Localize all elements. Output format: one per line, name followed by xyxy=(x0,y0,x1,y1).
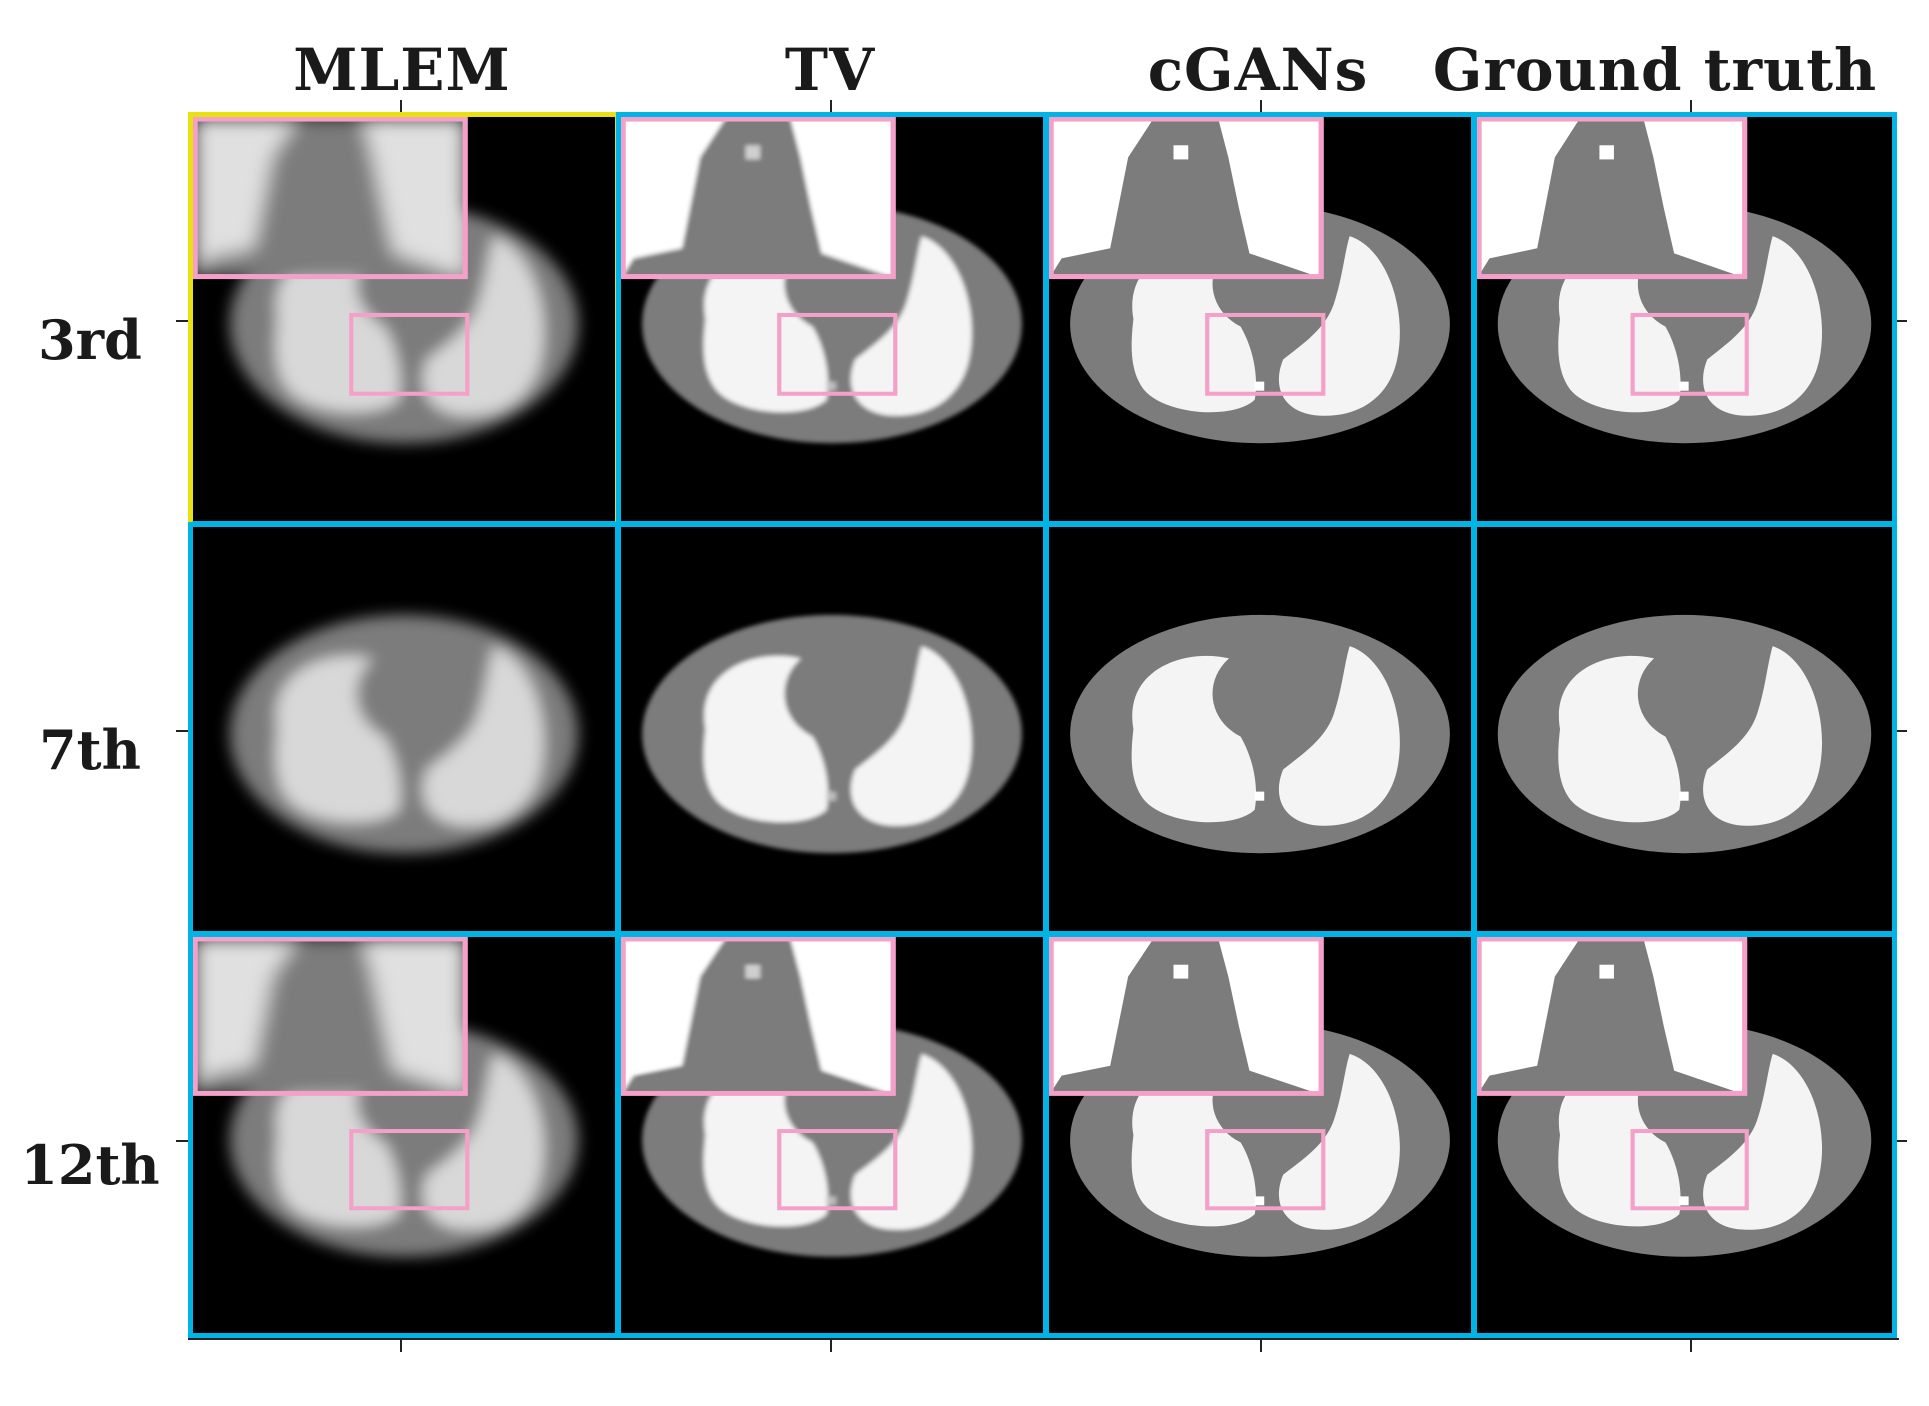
phantom-image xyxy=(642,614,1022,854)
zoom-inset xyxy=(625,121,892,275)
phantom-image xyxy=(621,117,1022,444)
phantom-image xyxy=(621,937,1022,1257)
phantom-slice xyxy=(1497,614,1872,854)
zoom-source-box xyxy=(1205,312,1326,396)
zoom-source-box xyxy=(349,1129,470,1211)
y-axis-tick xyxy=(176,320,188,322)
x-axis-top-tick xyxy=(1260,100,1262,112)
zoom-source-box xyxy=(1205,1129,1326,1211)
phantom-image xyxy=(193,117,579,444)
phantom-image xyxy=(1049,117,1450,444)
y-axis-tick xyxy=(176,1140,188,1142)
y-axis-right-tick xyxy=(1897,730,1907,732)
zoom-source-box xyxy=(349,312,470,396)
zoom-inset xyxy=(1053,121,1320,275)
phantom-image xyxy=(1477,117,1872,444)
x-axis-top-tick xyxy=(830,100,832,112)
x-axis-tick xyxy=(830,1338,832,1352)
image-cell-7th-mlem xyxy=(188,522,620,936)
zoom-source-box xyxy=(1630,312,1749,396)
phantom-image xyxy=(1070,614,1450,854)
y-axis-right-tick xyxy=(1897,1140,1907,1142)
image-cell-3rd-ground-truth xyxy=(1472,112,1897,526)
column-label-cgans: cGANs xyxy=(1147,36,1369,104)
phantom-image xyxy=(193,937,579,1257)
column-label-mlem: MLEM xyxy=(293,36,511,104)
image-cell-12th-tv xyxy=(616,932,1048,1338)
zoom-source-box xyxy=(777,312,898,396)
phantom-slice xyxy=(229,614,579,854)
phantom-image xyxy=(1497,614,1872,854)
phantom-image xyxy=(1049,937,1450,1257)
column-label-tv: TV xyxy=(784,36,876,104)
image-cell-3rd-tv xyxy=(616,112,1048,526)
row-label-7th: 7th xyxy=(39,718,141,782)
zoom-inset xyxy=(197,121,464,275)
image-cell-7th-ground-truth xyxy=(1472,522,1897,936)
phantom-image xyxy=(229,614,579,854)
phantom-image xyxy=(1477,937,1872,1257)
zoom-inset xyxy=(1053,940,1320,1092)
y-axis-tick xyxy=(176,730,188,732)
zoom-inset xyxy=(625,940,892,1092)
image-cell-12th-ground-truth xyxy=(1472,932,1897,1338)
x-axis-top-tick xyxy=(1690,100,1692,112)
image-cell-3rd-cgans xyxy=(1044,112,1476,526)
image-cell-3rd-mlem xyxy=(188,112,620,526)
image-grid xyxy=(188,112,1897,1338)
row-label-3rd: 3rd xyxy=(38,308,142,372)
image-cell-7th-cgans xyxy=(1044,522,1476,936)
image-cell-7th-tv xyxy=(616,522,1048,936)
zoom-inset xyxy=(1481,940,1743,1092)
y-axis-right-tick xyxy=(1897,320,1907,322)
phantom-slice xyxy=(1497,204,1872,444)
x-axis-tick xyxy=(400,1338,402,1352)
zoom-inset xyxy=(197,940,464,1092)
row-label-12th: 12th xyxy=(20,1133,160,1197)
zoom-source-box xyxy=(777,1129,898,1211)
phantom-slice xyxy=(642,614,1022,854)
column-label-ground-truth: Ground truth xyxy=(1432,36,1878,104)
zoom-inset xyxy=(1481,121,1743,275)
x-axis-tick xyxy=(1260,1338,1262,1352)
image-cell-12th-cgans xyxy=(1044,932,1476,1338)
phantom-slice xyxy=(1070,614,1450,854)
x-axis-top-tick xyxy=(400,100,402,112)
zoom-source-box xyxy=(1630,1129,1749,1211)
image-cell-12th-mlem xyxy=(188,932,620,1338)
x-axis-tick xyxy=(1690,1338,1692,1352)
